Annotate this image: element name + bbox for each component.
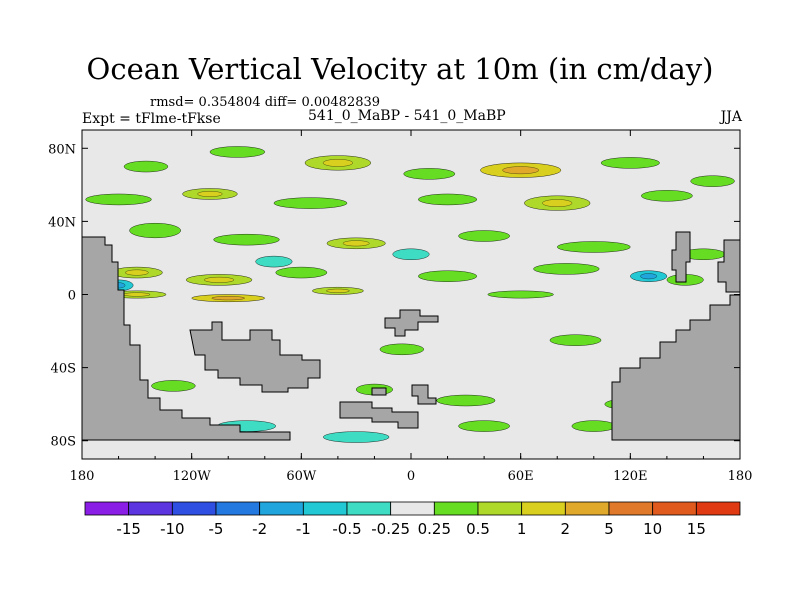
colorbar-swatch — [695, 501, 741, 516]
anomaly-patch — [323, 431, 390, 443]
cases-label: 541_0_MaBP - 541_0_MaBP — [308, 108, 506, 124]
anomaly-patch — [403, 168, 456, 180]
axes: 180 120W 60W 0 60E 120E 180 80N 40N 0 40S 80S — [48, 130, 752, 484]
colorbar-swatch — [433, 501, 479, 516]
land-central — [189, 321, 321, 393]
anomaly-patch — [123, 160, 169, 173]
x-tick-label: 0 — [407, 469, 415, 484]
anomaly-patch — [571, 420, 616, 432]
colorbar-swatch — [521, 501, 566, 516]
anomaly-patch — [255, 255, 293, 268]
anomaly-patch — [151, 380, 196, 392]
land-east-island — [671, 231, 691, 283]
anomaly-patch — [458, 230, 510, 242]
anomaly-patch — [85, 193, 152, 206]
colorbar-swatch — [259, 501, 304, 516]
anomaly-core — [542, 199, 573, 207]
colorbar-swatch — [302, 501, 348, 516]
colorbar-label: 2 — [561, 520, 571, 538]
land-east-peninsula — [717, 239, 740, 293]
anomaly-patch — [641, 190, 693, 202]
colorbar-swatch — [215, 501, 261, 516]
colorbar-label: -10 — [160, 520, 185, 538]
land-east — [611, 235, 740, 441]
colorbar-label: 0.5 — [466, 520, 490, 538]
land-island-equator — [384, 309, 439, 337]
land-west-pacific — [82, 236, 291, 441]
colorbar: -15 -10 -5 -2 -1 -0.5 -0.25 0.25 0.5 1 2 5 10 15 — [84, 501, 741, 538]
colorbar-swatch — [477, 501, 523, 516]
colorbar-swatch — [652, 501, 697, 516]
colorbar-swatch — [171, 501, 217, 516]
anomaly-core — [502, 166, 539, 175]
anomaly-core — [197, 191, 223, 197]
colorbar-label: -1 — [296, 520, 311, 538]
anomaly-patch — [275, 266, 328, 279]
anomaly-patch — [273, 197, 348, 209]
anomaly-patch — [533, 263, 600, 275]
colorbar-label: -2 — [252, 520, 267, 538]
anomaly-patch — [213, 233, 280, 246]
x-tick-label: 120W — [173, 469, 212, 484]
colorbar-label: 15 — [687, 520, 706, 538]
colorbar-label: -0.5 — [332, 520, 361, 538]
y-tick-label: 80S — [51, 435, 76, 450]
anomaly-patch — [600, 157, 660, 169]
x-tick-label: 60E — [508, 469, 534, 484]
colorbar-swatch — [84, 501, 130, 516]
land-south-island — [339, 401, 419, 429]
anomaly-core — [123, 292, 151, 297]
anomaly-core — [640, 273, 657, 280]
anomaly-patch — [690, 175, 735, 187]
stats-label: rmsd= 0.354804 diff= 0.00482839 — [150, 95, 381, 110]
anomaly-core — [342, 240, 370, 247]
colorbar-label: -15 — [116, 520, 141, 538]
chart-title: Ocean Vertical Velocity at 10m (in cm/da… — [86, 52, 714, 86]
anomaly-patch — [458, 420, 510, 432]
anomaly-core — [326, 288, 350, 293]
anomaly-core — [211, 296, 245, 301]
anomaly-patch — [549, 334, 602, 346]
expt-label: Expt = tFlme-tFkse — [82, 111, 221, 127]
colorbar-label: 10 — [643, 520, 662, 538]
anomaly-patch — [379, 343, 424, 356]
x-tick-label: 120E — [613, 469, 647, 484]
anomaly-core — [204, 276, 235, 283]
land-masses — [82, 231, 740, 441]
colorbar-label: 5 — [604, 520, 614, 538]
y-tick-label: 40S — [51, 362, 76, 377]
anomaly-patch — [487, 290, 554, 299]
colorbar-swatch — [128, 501, 173, 516]
anomaly-patch — [209, 146, 265, 158]
anomaly-patch — [129, 223, 181, 239]
land-small-south-2 — [411, 384, 437, 405]
season-label: JJA — [720, 109, 742, 125]
land-small-south — [371, 387, 387, 396]
colorbar-swatch — [564, 501, 610, 516]
colorbar-swatch — [390, 501, 435, 516]
colorbar-label: -5 — [209, 520, 224, 538]
anomaly-patch — [557, 241, 631, 253]
x-tick-label: 180 — [728, 469, 753, 484]
colorbar-swatch — [346, 501, 392, 516]
anomaly-patch — [418, 193, 477, 206]
colorbar-label: 0.25 — [418, 520, 451, 538]
y-tick-label: 40N — [48, 215, 76, 230]
colorbar-swatch — [608, 501, 654, 516]
y-tick-label: 80N — [48, 142, 76, 157]
colorbar-label: 1 — [517, 520, 527, 538]
anomaly-patch — [392, 248, 430, 260]
x-tick-label: 60W — [286, 469, 317, 484]
anomaly-patch — [418, 270, 477, 282]
anomaly-patch — [436, 394, 496, 407]
anomaly-core — [322, 159, 353, 167]
colorbar-label: -0.25 — [371, 520, 410, 538]
y-tick-label: 0 — [68, 289, 76, 304]
anomaly-core — [125, 269, 149, 276]
x-tick-label: 180 — [70, 469, 95, 484]
